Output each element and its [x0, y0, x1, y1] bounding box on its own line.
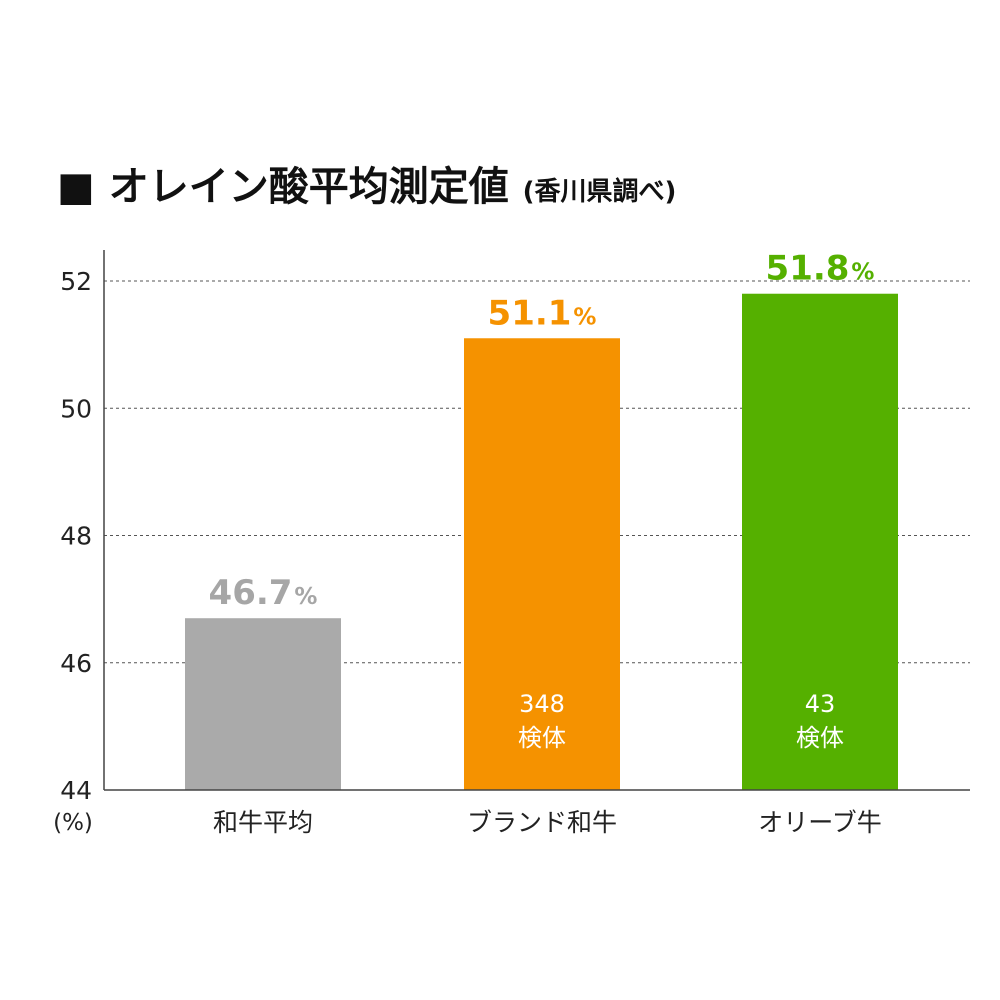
bar-sample-count: 348	[519, 690, 565, 718]
axes	[103, 250, 970, 791]
y-tick-label: 50	[60, 394, 92, 423]
bar-sample-count: 43	[805, 690, 836, 718]
bar	[464, 338, 620, 790]
bar	[742, 293, 898, 790]
svg-text:■ オレイン酸平均測定値 (香川県調: ■ オレイン酸平均測定値 (香川県調べ)	[57, 164, 676, 210]
title-marker: ■	[57, 164, 95, 210]
bars: 46.7% 51.1% 348 検体 51.8% 43 検体	[185, 249, 898, 790]
category-labels: 和牛平均 ブランド和牛 オリーブ牛	[213, 808, 882, 837]
bar-sample-unit: 検体	[796, 724, 844, 752]
bar-value-label: 46.7%	[209, 573, 318, 613]
category-label: 和牛平均	[213, 808, 313, 837]
y-tick-label: 52	[60, 267, 92, 296]
bar-sample-unit: 検体	[518, 724, 566, 752]
title-main-text: オレイン酸平均測定値	[109, 164, 509, 210]
bar-value-label: 51.8%	[766, 249, 875, 289]
category-label: オリーブ牛	[758, 808, 882, 837]
bar-value-label: 51.1%	[488, 293, 597, 333]
chart-title: ■ オレイン酸平均測定値 (香川県調べ)	[57, 164, 676, 210]
bar	[185, 618, 341, 790]
y-tick-label: 48	[60, 522, 92, 551]
y-axis-unit: (%)	[53, 810, 93, 836]
y-axis-ticks: 44 46 48 50 52	[60, 267, 92, 805]
y-tick-label: 46	[60, 649, 92, 678]
title-sub-text: (香川県調べ)	[523, 176, 677, 207]
y-tick-label: 44	[60, 776, 92, 805]
category-label: ブランド和牛	[467, 808, 617, 837]
